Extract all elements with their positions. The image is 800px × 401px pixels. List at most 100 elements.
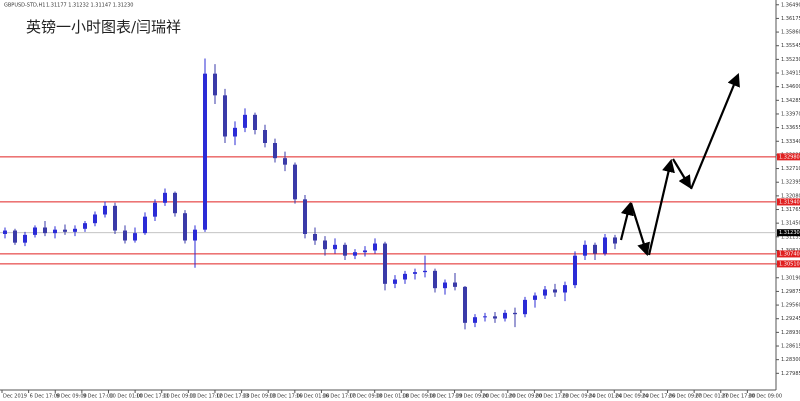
candle-body	[593, 244, 597, 254]
x-tick-label: 26 Dec 09:00	[669, 394, 703, 400]
candle-body	[313, 234, 317, 241]
x-tick-label: 6 Dec 17:00	[30, 394, 60, 400]
x-tick-label: 16 Dec 01:00	[296, 394, 330, 400]
candle-body	[453, 282, 457, 287]
y-tick-label: 1.32710	[781, 166, 800, 172]
candle-body	[243, 114, 247, 128]
candle-body	[213, 73, 217, 96]
y-tick-label: 1.34600	[781, 84, 800, 90]
level-box	[777, 250, 800, 258]
y-tick-label: 1.28930	[781, 330, 800, 336]
candle-body	[353, 252, 357, 256]
x-tick-label: 20 Dec 01:00	[482, 394, 516, 400]
y-tick-label: 1.30190	[781, 275, 800, 281]
candle-body	[323, 240, 327, 250]
candle-body	[373, 243, 377, 251]
candle-body	[133, 233, 137, 241]
candle-body	[433, 270, 437, 289]
y-tick-label: 1.36175	[781, 16, 800, 22]
x-tick-label: 18 Dec 17:00	[429, 394, 463, 400]
candle-body	[183, 213, 187, 241]
x-tick-label: 20 Dec 17:00	[535, 394, 569, 400]
candle-body	[503, 312, 507, 319]
candle-body	[543, 289, 547, 296]
x-tick-label: 9 Dec 09:00	[56, 394, 86, 400]
current-price-label: 1.31230	[779, 230, 800, 236]
x-tick-label: 30 Dec 09:00	[748, 394, 782, 400]
candle-body	[203, 73, 207, 230]
candle-body	[363, 250, 367, 253]
x-tick-label: 13 Dec 17:00	[269, 394, 303, 400]
x-tick-label: 24 Dec 17:00	[642, 394, 676, 400]
candle-body	[563, 285, 567, 293]
chart-title: 英镑一小时图表/闫瑞祥	[26, 18, 181, 36]
candle-body	[33, 227, 37, 235]
level-label: 1.32980	[779, 154, 800, 160]
candle-body	[613, 237, 617, 244]
level-label: 1.30510	[779, 261, 800, 267]
y-tick-label: 1.28300	[781, 357, 800, 363]
candle-body	[73, 228, 77, 232]
candle-body	[53, 229, 57, 234]
y-tick-label: 1.31135	[781, 234, 800, 240]
level-box	[777, 153, 800, 161]
candle-body	[333, 244, 337, 250]
forecast-arrow	[647, 158, 675, 256]
candle-body	[93, 214, 97, 224]
y-tick-label: 1.33655	[781, 125, 800, 131]
candle-body	[403, 273, 407, 280]
current-price-box	[777, 229, 800, 237]
x-tick-label: 24 Dec 09:00	[615, 394, 649, 400]
x-tick-label: 9 Dec 17:00	[83, 394, 113, 400]
candle-body	[303, 199, 307, 234]
candle-body	[393, 279, 397, 284]
candle-body	[103, 205, 107, 215]
x-tick-label: 18 Dec 01:00	[376, 394, 410, 400]
symbol: GBPUSD-STD,H1	[4, 3, 45, 9]
y-tick-label: 1.31765	[781, 207, 800, 213]
y-tick-label: 1.33970	[781, 111, 800, 117]
candle-body	[193, 229, 197, 241]
candle-body	[293, 164, 297, 200]
y-tick-label: 1.36490	[781, 2, 800, 8]
x-tick-label: 24 Dec 01:00	[589, 394, 623, 400]
y-tick-label: 1.29560	[781, 303, 800, 309]
candle-body	[583, 244, 587, 256]
candle-body	[273, 143, 277, 159]
candle-body	[523, 299, 527, 315]
x-tick-label: 16 Dec 17:00	[322, 394, 356, 400]
candle-body	[263, 130, 267, 143]
x-tick-label: 13 Dec 09:00	[243, 394, 277, 400]
candle-body	[413, 272, 417, 274]
candle-body	[3, 230, 7, 234]
y-tick-label: 1.35860	[781, 30, 800, 36]
y-tick-label: 1.27985	[781, 371, 800, 377]
candle-body	[443, 282, 447, 289]
candle-body	[513, 312, 517, 315]
y-tick-label: 1.29245	[781, 316, 800, 322]
candle-body	[163, 192, 167, 203]
candle-body	[223, 95, 227, 137]
forecast-arrow	[689, 72, 740, 190]
y-tick-label: 1.32080	[781, 193, 800, 199]
y-tick-label: 1.34285	[781, 98, 800, 104]
x-tick-label: 11 Dec 09:00	[163, 394, 197, 400]
candle-body	[123, 230, 127, 241]
y-tick-label: 1.33340	[781, 139, 800, 145]
x-tick-label: 11 Dec 17:00	[189, 394, 223, 400]
y-tick-label: 1.35545	[781, 43, 800, 49]
candle-body	[63, 229, 67, 232]
candle-body	[153, 202, 157, 217]
y-tick-label: 1.29875	[781, 289, 800, 295]
forecast-arrow	[629, 202, 651, 257]
level-box	[777, 198, 800, 206]
candle-body	[603, 237, 607, 254]
y-tick-label: 1.31450	[781, 221, 800, 227]
candle-body	[573, 255, 577, 286]
candle-body	[283, 158, 287, 165]
candle-body	[483, 316, 487, 318]
x-tick-label: 27 Dec 17:00	[722, 394, 756, 400]
candle-body	[253, 114, 257, 130]
candle-body	[83, 223, 87, 229]
